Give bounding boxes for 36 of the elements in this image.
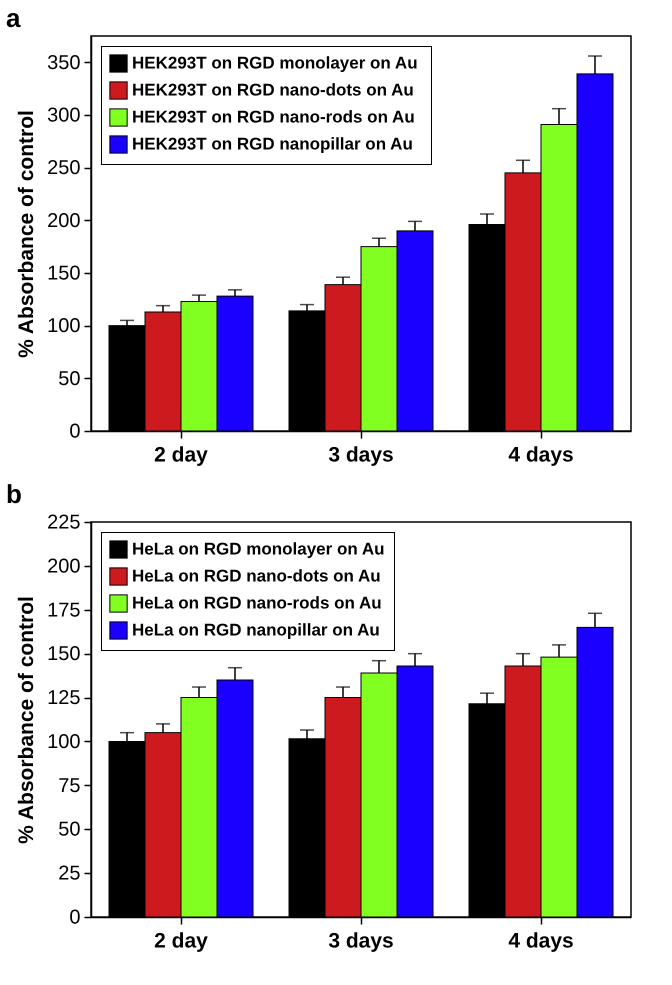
legend-label: HEK293T on RGD nanopillar on Au [132,134,413,154]
x-tick-label: 3 days [328,444,394,466]
y-tick-label: 50 [58,368,80,390]
legend-label: HeLa on RGD nano-rods on Au [132,594,382,612]
x-tick-label: 2 day [154,444,208,466]
x-tick-label: 2 day [154,930,208,952]
chart-title: b [6,479,22,509]
legend-label: HEK293T on RGD nano-dots on Au [132,80,414,100]
y-tick-label: 100 [47,730,80,753]
y-tick-label: 250 [47,157,80,180]
y-tick-label: 225 [47,512,80,534]
y-tick-label: 300 [47,104,80,126]
y-tick-label: 350 [47,52,80,74]
chart-title: a [6,3,21,33]
y-tick-label: 175 [47,599,80,622]
y-axis-title: % Absorbance of control [15,596,38,844]
y-tick-label: 150 [47,262,80,284]
y-tick-label: 200 [47,555,80,578]
y-tick-label: 0 [69,420,80,442]
legend-label: HeLa on RGD nano-dots on Au [132,566,381,586]
legend-label: HEK293T on RGD monolayer on Au [132,54,418,72]
legend-label: HeLa on RGD nanopillar on Au [132,620,380,640]
y-tick-label: 125 [47,687,80,710]
y-tick-label: 0 [69,906,80,928]
y-axis-title: % Absorbance of control [15,110,38,358]
legend-label: HeLa on RGD monolayer on Au [132,540,385,558]
y-tick-label: 50 [58,818,80,841]
x-tick-label: 4 days [508,444,574,466]
y-tick-label: 25 [58,862,80,885]
x-tick-label: 3 days [328,930,394,952]
y-tick-label: 100 [47,315,80,338]
legend-label: HEK293T on RGD nano-rods on Au [132,108,415,126]
y-tick-label: 150 [47,643,80,666]
y-tick-label: 200 [47,210,80,232]
y-tick-label: 75 [58,774,80,797]
x-tick-label: 4 days [508,930,574,952]
